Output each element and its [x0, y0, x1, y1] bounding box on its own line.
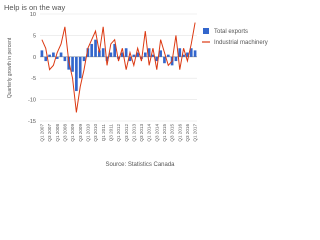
bar [128, 56, 132, 62]
bar [105, 56, 109, 62]
bar [78, 56, 82, 79]
bar [166, 54, 170, 57]
bar [63, 56, 67, 62]
bar [52, 52, 55, 57]
bar [82, 56, 86, 62]
bar [55, 56, 59, 59]
x-tick-label: Q1 2015 [162, 124, 167, 142]
bar [71, 56, 74, 72]
bar [120, 52, 124, 57]
x-tick-label: Q3 2008 [62, 124, 67, 142]
bar [48, 54, 51, 57]
bar [178, 48, 182, 57]
bar [75, 56, 78, 92]
x-tick-label: Q1 2009 [70, 124, 75, 142]
line [41, 22, 196, 113]
bar [182, 54, 185, 57]
x-tick-label: Q3 2011 [108, 124, 113, 142]
y-axis-label: Quarterly growth in percent [7, 37, 13, 98]
legend-swatch [203, 28, 209, 34]
x-tick-label: Q3 2009 [78, 124, 83, 142]
bar [124, 48, 128, 57]
bar [113, 43, 117, 57]
x-tick-label: Q3 2016 [185, 124, 190, 142]
bar [155, 56, 159, 62]
bar [117, 56, 120, 59]
bar [90, 43, 94, 57]
bar [44, 56, 48, 62]
bar [163, 56, 166, 64]
x-tick-label: Q3 2015 [170, 124, 175, 142]
x-tick-label: Q1 2013 [131, 124, 136, 142]
x-tick-label: Q3 2013 [139, 124, 144, 142]
bar [189, 48, 193, 57]
y-tick-label: -15 [28, 119, 36, 125]
bar [40, 50, 44, 57]
bar [143, 52, 147, 57]
x-tick-label: Q1 2011 [101, 124, 106, 142]
x-tick-label: Q3 2012 [124, 124, 129, 142]
bar [174, 56, 178, 62]
bar [193, 50, 197, 57]
x-tick-label: Q1 2007 [40, 124, 45, 142]
x-tick-label: Q1 2008 [55, 124, 60, 142]
chart: Help is on the way Quarterly growth in p… [4, 3, 268, 168]
x-tick-label: Q3 2010 [93, 124, 98, 142]
x-tick-label: Q1 2014 [147, 124, 152, 142]
chart-title: Help is on the way [4, 3, 66, 12]
bar [109, 52, 113, 57]
bar [136, 52, 139, 57]
x-tick-label: Q1 2017 [193, 124, 198, 142]
bar [132, 54, 136, 57]
x-tick-label: Q1 2016 [177, 124, 182, 142]
x-tick-label: Q3 2007 [47, 124, 52, 142]
bar [151, 54, 155, 57]
bar [159, 50, 162, 57]
bar [94, 39, 97, 57]
y-tick-label: 5 [33, 33, 36, 39]
bar [86, 48, 90, 57]
bar [186, 52, 189, 57]
y-tick-label: 10 [30, 12, 36, 18]
legend-label: Industrial machinery [214, 40, 268, 46]
bar [98, 50, 101, 57]
source: Source: Statistics Canada [105, 162, 175, 168]
legend-label: Total exports [214, 29, 248, 35]
y-tick-label: 0 [33, 55, 36, 61]
y-tick-label: -5 [31, 76, 36, 82]
y-tick-label: -10 [28, 98, 36, 104]
x-tick-label: Q3 2014 [154, 124, 159, 142]
bar [101, 48, 105, 57]
bar [147, 48, 151, 57]
bar [59, 52, 63, 57]
x-tick-label: Q1 2010 [85, 124, 90, 142]
x-tick-label: Q1 2012 [116, 124, 121, 142]
